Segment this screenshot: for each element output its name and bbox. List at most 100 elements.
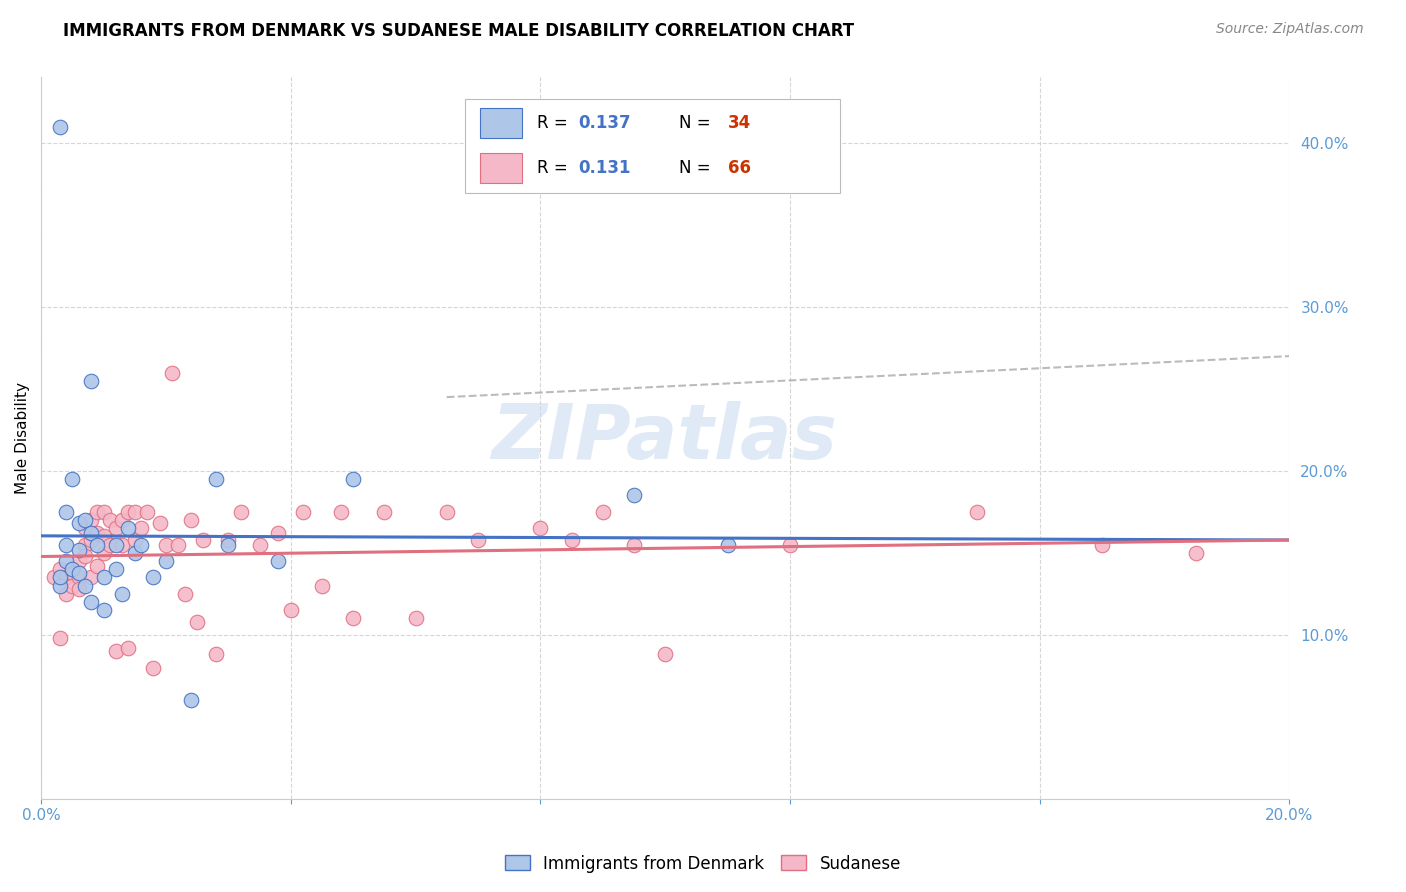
Point (124, 533, 146, 547)
Point (280, 603, 302, 617)
Point (623, 538, 645, 552)
Point (186, 615, 208, 629)
Point (342, 611, 364, 625)
Point (205, 472, 228, 486)
Point (73, 549, 96, 563)
Point (49, 120, 72, 134)
Point (93, 546, 115, 560)
Point (80, 595, 103, 609)
Point (93, 529, 115, 543)
Point (60, 562, 83, 576)
Point (160, 366, 183, 380)
Point (98, 513, 121, 527)
Point (49, 570, 72, 584)
Point (1091, 538, 1114, 552)
Point (124, 546, 146, 560)
Point (623, 488, 645, 502)
Point (180, 513, 202, 527)
Point (267, 526, 290, 541)
Point (80, 570, 103, 584)
Point (80, 533, 103, 547)
Legend: Immigrants from Denmark, Sudanese: Immigrants from Denmark, Sudanese (498, 848, 908, 880)
Point (373, 505, 395, 519)
Point (67, 582, 90, 596)
Point (592, 505, 614, 519)
Point (167, 538, 190, 552)
Point (342, 472, 364, 486)
Point (86, 526, 108, 541)
Point (86, 505, 108, 519)
Point (129, 521, 152, 535)
Point (67, 566, 90, 580)
Point (86, 558, 108, 573)
Point (561, 533, 583, 547)
Point (205, 648, 228, 662)
Point (1184, 546, 1206, 560)
Text: Source: ZipAtlas.com: Source: ZipAtlas.com (1216, 22, 1364, 37)
Point (67, 570, 90, 584)
Point (93, 603, 115, 617)
Point (155, 538, 177, 552)
Point (467, 533, 489, 547)
Point (654, 648, 676, 662)
Point (329, 505, 352, 519)
Point (193, 533, 215, 547)
Point (55, 587, 77, 601)
Point (249, 538, 271, 552)
Point (73, 521, 96, 535)
Point (55, 538, 77, 552)
Point (98, 538, 121, 552)
Point (105, 538, 128, 552)
Point (117, 505, 139, 519)
Point (55, 505, 77, 519)
Point (86, 538, 108, 552)
Point (93, 505, 115, 519)
Point (60, 579, 83, 593)
Text: IMMIGRANTS FROM DENMARK VS SUDANESE MALE DISABILITY CORRELATION CHART: IMMIGRANTS FROM DENMARK VS SUDANESE MALE… (63, 22, 855, 40)
Point (292, 505, 315, 519)
Point (436, 505, 458, 519)
Point (405, 611, 427, 625)
Point (55, 570, 77, 584)
Point (80, 374, 103, 388)
Point (73, 538, 96, 552)
Point (149, 516, 172, 531)
Point (111, 538, 134, 552)
Point (60, 472, 83, 486)
Point (142, 570, 165, 584)
Point (136, 505, 159, 519)
Point (117, 640, 139, 655)
Point (966, 505, 988, 519)
Point (173, 587, 195, 601)
Point (716, 538, 738, 552)
Point (105, 521, 128, 535)
Point (105, 644, 128, 658)
Point (55, 554, 77, 568)
Point (93, 570, 115, 584)
Point (117, 521, 139, 535)
Point (267, 554, 290, 568)
Point (779, 538, 801, 552)
Y-axis label: Male Disability: Male Disability (15, 382, 30, 494)
Point (67, 516, 90, 531)
Point (155, 554, 177, 568)
Point (111, 513, 134, 527)
Point (42, 570, 65, 584)
Point (217, 533, 239, 547)
Point (80, 513, 103, 527)
Point (529, 521, 551, 535)
Point (80, 526, 103, 541)
Point (180, 693, 202, 707)
Point (229, 505, 252, 519)
Point (73, 579, 96, 593)
Point (67, 542, 90, 557)
Point (49, 579, 72, 593)
Point (311, 579, 333, 593)
Point (49, 562, 72, 576)
Point (73, 513, 96, 527)
Point (124, 505, 146, 519)
Point (129, 538, 152, 552)
Point (217, 538, 239, 552)
Point (60, 566, 83, 580)
Text: ZIPatlas: ZIPatlas (492, 401, 838, 475)
